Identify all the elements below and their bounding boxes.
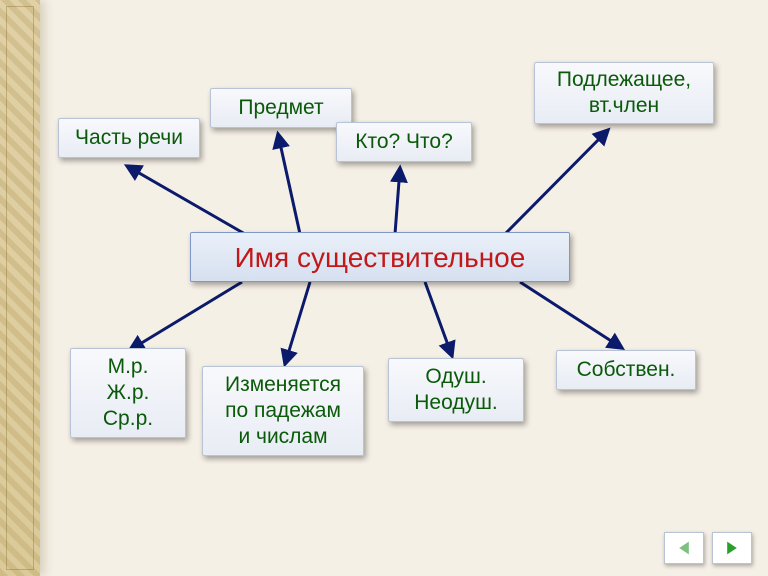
node-gender: М.р.Ж.р.Ср.р. [70, 348, 186, 438]
node-animacy: Одуш.Неодуш. [388, 358, 524, 422]
arrow [130, 282, 242, 350]
node-animacy-line: Одуш. [425, 364, 486, 390]
prev-slide-button[interactable] [664, 532, 704, 564]
node-changes: Изменяетсяпо падежами числам [202, 366, 364, 456]
arrow [285, 282, 310, 364]
node-gender-line: Ж.р. [107, 380, 150, 406]
node-changes-line: Изменяется [225, 372, 341, 398]
node-sentence_role: Подлежащее,вт.член [534, 62, 714, 124]
triangle-left-icon [676, 540, 692, 556]
node-sentence_role-line: Подлежащее, [557, 67, 691, 93]
node-gender-line: Ср.р. [103, 406, 153, 432]
slide-canvas: Имя существительное Часть речи Предмет Кто… [0, 0, 768, 576]
node-object: Предмет [210, 88, 352, 128]
arrow [395, 168, 400, 234]
node-object-line: Предмет [238, 95, 323, 121]
node-sentence_role-line: вт.член [589, 93, 659, 119]
center-node: Имя существительное [190, 232, 570, 282]
node-gender-line: М.р. [108, 354, 149, 380]
node-animacy-line: Неодуш. [414, 390, 498, 416]
next-slide-button[interactable] [712, 532, 752, 564]
arrow [425, 282, 452, 356]
node-who_what: Кто? Что? [336, 122, 472, 162]
arrow [127, 166, 245, 234]
arrow [520, 282, 622, 348]
node-part_of_speech: Часть речи [58, 118, 200, 158]
node-proper-line: Собствен. [577, 357, 676, 383]
node-changes-line: и числам [238, 424, 327, 450]
node-part_of_speech-line: Часть речи [75, 125, 183, 151]
decorative-left-strip [0, 0, 40, 576]
center-node-label: Имя существительное [235, 240, 526, 275]
node-changes-line: по падежам [225, 398, 341, 424]
triangle-right-icon [724, 540, 740, 556]
arrow [278, 134, 300, 234]
node-who_what-line: Кто? Что? [355, 129, 453, 155]
arrow [505, 130, 608, 234]
node-proper: Собствен. [556, 350, 696, 390]
